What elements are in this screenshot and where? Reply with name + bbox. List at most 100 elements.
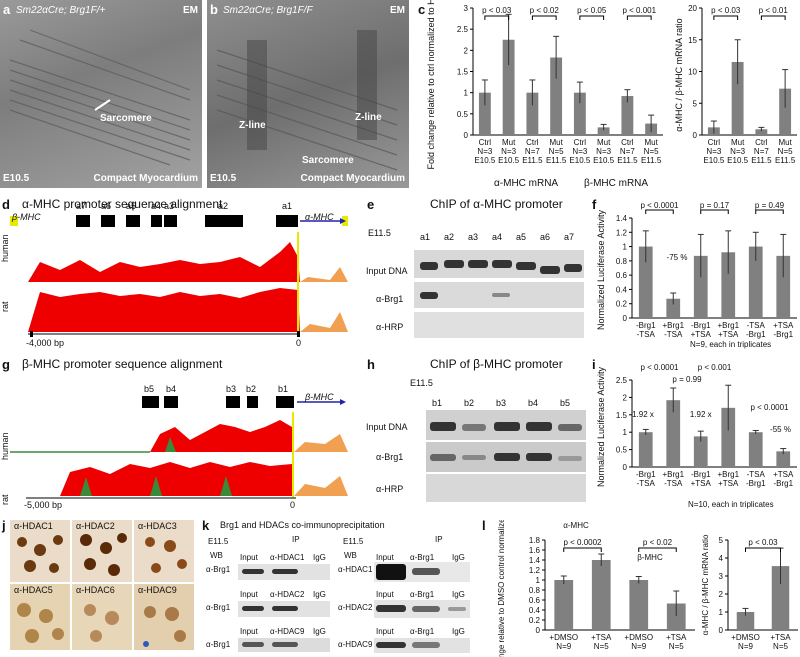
g-gene-right: β-MHC [305, 392, 334, 402]
pval-bracket-1 [760, 15, 786, 20]
g-element-b1: b1 [278, 384, 289, 394]
pval-bracket-0 [484, 15, 510, 20]
x-label-5-1: -Brg1 [773, 479, 793, 488]
k-right-input-2: Input [376, 590, 394, 599]
x-label-1-0: +Brg1 [662, 321, 684, 330]
k-right-ip-1: α-Brg1 [410, 553, 435, 562]
x-label-0-1: N=9 [556, 642, 571, 651]
x-label-4-1: -Brg1 [746, 330, 766, 339]
k-left-igg-1: IgG [313, 553, 326, 562]
letter-e: e [367, 197, 375, 212]
g-scale-right: 0 [290, 500, 296, 510]
x-label-2-1: +TSA [691, 330, 712, 339]
h-gel-brg1 [426, 442, 586, 472]
x-label-5-2: E10.5 [593, 156, 614, 165]
x-label-4-2: E10.5 [569, 156, 590, 165]
e-gel-hrp [414, 312, 584, 338]
letter-a: a [3, 2, 11, 17]
ihc-label-2: α-HDAC2 [76, 521, 115, 531]
l-gene1: α-MHC [563, 521, 589, 530]
h-gel-hrp [426, 474, 586, 502]
stage-b: E10.5 [210, 173, 237, 184]
x-label-4-0: -TSA [747, 470, 766, 479]
bar-3 [721, 252, 736, 318]
h-row-hrp: α-HRP [376, 484, 404, 494]
h-lane-4: b4 [528, 398, 539, 408]
x-label-2-0: -Brg1 [691, 470, 711, 479]
c-group2-label: β-MHC mRNA [584, 178, 649, 189]
k-left-ip-2: α-HDAC2 [270, 590, 305, 599]
e-title: ChIP of α-MHC promoter [430, 197, 563, 211]
y-tick-label-2: 10 [688, 68, 697, 77]
pval-label-0: p < 0.03 [748, 538, 778, 547]
x-label-4-0: -TSA [747, 321, 766, 330]
e-lane-2: a2 [444, 232, 455, 242]
x-label-4-1: -Brg1 [746, 479, 766, 488]
x-label-1-2: E10.5 [727, 156, 748, 165]
y-tick-label-2: 0.4 [616, 285, 628, 294]
ihc-label-3: α-HDAC3 [138, 521, 177, 531]
k-stage-left: E11.5 [208, 537, 229, 546]
bar-4 [748, 432, 763, 467]
x-label-5-0: Mut [597, 138, 611, 147]
sarcomere-label-a: Sarcomere [100, 113, 152, 124]
c-group1-label: α-MHC mRNA [494, 178, 559, 189]
bar-3 [666, 603, 686, 630]
y-tick-label-1: 5 [693, 99, 698, 108]
x-label-0-0: -Brg1 [636, 470, 656, 479]
y-tick-label-3: 1.5 [616, 411, 628, 420]
pval-label-1: p < 0.02 [530, 6, 560, 15]
h-stage: E11.5 [410, 378, 433, 388]
d-species-rat: rat [0, 301, 10, 312]
x-label-0-1: N=3 [706, 147, 721, 156]
h-title: ChIP of β-MHC promoter [430, 357, 563, 371]
i-pval-0: p < 0.0001 [640, 363, 679, 372]
i-annot-1: 1.92 x [632, 410, 654, 419]
bar-0 [554, 580, 574, 630]
x-label-1-0: Mut [731, 138, 745, 147]
x-label-0-0: +DMSO [549, 633, 578, 642]
d-title: α-MHC promoter sequence alignment [22, 197, 223, 211]
d-scale-right: 0 [296, 338, 302, 348]
x-label-6-1: N=7 [620, 147, 635, 156]
letter-g: g [2, 357, 10, 372]
k-ip-left: IP [292, 535, 300, 544]
pval-label-1: p < 0.01 [759, 6, 789, 15]
bar-5 [597, 127, 610, 135]
ihc-hdac6: α-HDAC6 [72, 584, 132, 650]
x-label-1-1: -TSA [664, 479, 683, 488]
y-tick-label-5: 1 [623, 243, 628, 252]
d-gene-left: β-MHC [12, 212, 41, 222]
k-left-igg-2: IgG [313, 590, 326, 599]
y-tick-label-3: 3 [719, 572, 724, 581]
bar-0 [638, 246, 653, 318]
y-tick-label-0: 0 [623, 463, 628, 472]
pval-label-1: p < 0.02 [643, 538, 673, 547]
e-row-hrp: α-HRP [376, 322, 404, 332]
y-tick-label-0: 0 [719, 626, 724, 635]
h-lane-3: b3 [496, 398, 507, 408]
y-tick-label-0: 0 [464, 131, 469, 140]
i-annot-2: 1.92 x [690, 410, 712, 419]
x-label-6-0: Ctrl [621, 138, 634, 147]
chart-l-left: 00.20.40.60.811.21.41.61.8+DMSON=9+TSAN=… [497, 520, 695, 657]
y-tick-label-7: 1.4 [529, 556, 541, 565]
e-lane-6: a6 [540, 232, 551, 242]
bar-1 [502, 39, 515, 135]
k-left-input-2: Input [240, 590, 258, 599]
f-pval-2: p = 0.49 [755, 201, 785, 210]
k-left-igg-3: IgG [313, 627, 326, 636]
i-pval-1: p = 0.99 [672, 375, 702, 384]
region-a: Compact Myocardium [93, 173, 198, 184]
y-tick-label-0: 0 [623, 314, 628, 323]
bar-0 [736, 612, 755, 630]
y-tick-label-6: 1.2 [529, 566, 541, 575]
k-right-blot-2 [374, 600, 470, 618]
d-element-labels: a7 a6 a5 a4 a3 a2 a1 [0, 201, 360, 224]
x-label-0-2: E10.5 [703, 156, 724, 165]
x-label-1-1: N=5 [773, 642, 788, 651]
k-right-igg-2: IgG [452, 590, 465, 599]
e-lane-4: a4 [492, 232, 503, 242]
x-label-0-0: Ctrl [479, 138, 492, 147]
g-title: β-MHC promoter sequence alignment [22, 357, 223, 371]
